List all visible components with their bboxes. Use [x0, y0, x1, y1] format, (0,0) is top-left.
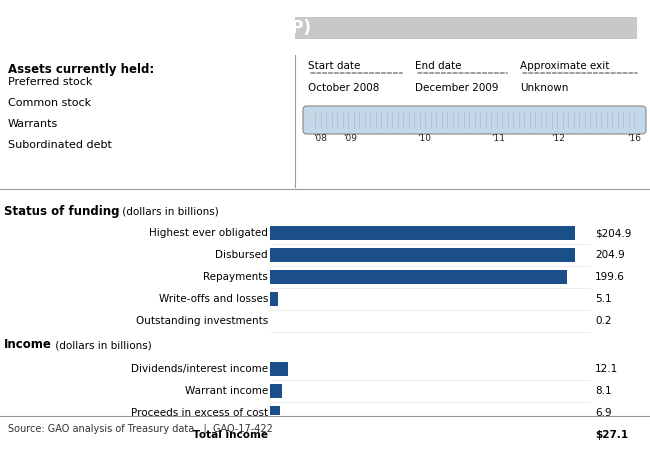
Text: Highest ever obligated: Highest ever obligated [149, 228, 268, 238]
Text: Outstanding investments: Outstanding investments [136, 316, 268, 326]
Text: '11: '11 [491, 134, 505, 143]
Bar [270, 270, 567, 284]
Text: Total income: Total income [193, 430, 268, 440]
Text: Repayments: Repayments [203, 272, 268, 282]
Bar [270, 362, 288, 376]
Text: Income: Income [4, 339, 52, 352]
Text: Dividends/interest income: Dividends/interest income [131, 364, 268, 374]
Text: Write-offs and losses: Write-offs and losses [159, 294, 268, 304]
Text: (dollars in billions): (dollars in billions) [52, 340, 151, 350]
Text: Approximate exit: Approximate exit [520, 61, 610, 71]
Text: Capital Purchase Program (CPP): Capital Purchase Program (CPP) [10, 19, 311, 37]
Bar [270, 406, 280, 420]
Text: Subordinated debt: Subordinated debt [8, 140, 112, 150]
Text: Warrants: Warrants [8, 119, 58, 129]
Bar [270, 226, 575, 240]
Bar [270, 248, 575, 262]
Text: 6.9: 6.9 [595, 408, 612, 418]
Text: '09: '09 [344, 134, 358, 143]
Bar [295, 17, 637, 39]
Text: December 2009: December 2009 [415, 83, 499, 93]
Text: 5.1: 5.1 [595, 294, 612, 304]
Text: $27.1: $27.1 [595, 430, 628, 440]
Text: 199.6: 199.6 [595, 272, 625, 282]
Text: Status of funding: Status of funding [4, 204, 120, 217]
Text: End date: End date [415, 61, 461, 71]
Text: (dollars in billions): (dollars in billions) [119, 206, 219, 216]
Text: Assets currently held:: Assets currently held: [8, 63, 154, 76]
Text: Source: GAO analysis of Treasury data.  |  GAO-17-422: Source: GAO analysis of Treasury data. |… [8, 423, 273, 434]
Text: 8.1: 8.1 [595, 386, 612, 396]
Text: Start date: Start date [308, 61, 360, 71]
Bar [270, 384, 282, 398]
Text: Common stock: Common stock [8, 98, 91, 108]
Text: '10: '10 [417, 134, 431, 143]
Text: $204.9: $204.9 [595, 228, 631, 238]
Text: Preferred stock: Preferred stock [8, 77, 92, 87]
Text: '08: '08 [313, 134, 328, 143]
Text: '16: '16 [627, 134, 641, 143]
Text: '12: '12 [551, 134, 566, 143]
FancyBboxPatch shape [303, 106, 646, 134]
Text: Unknown: Unknown [520, 83, 568, 93]
Text: Warrant income: Warrant income [185, 386, 268, 396]
Text: 204.9: 204.9 [595, 250, 625, 260]
Text: Disbursed: Disbursed [215, 250, 268, 260]
Text: 0.2: 0.2 [595, 316, 612, 326]
Text: October 2008: October 2008 [308, 83, 380, 93]
Text: 12.1: 12.1 [595, 364, 618, 374]
Bar [270, 292, 278, 306]
Text: Proceeds in excess of cost: Proceeds in excess of cost [131, 408, 268, 418]
Bar [270, 428, 310, 442]
